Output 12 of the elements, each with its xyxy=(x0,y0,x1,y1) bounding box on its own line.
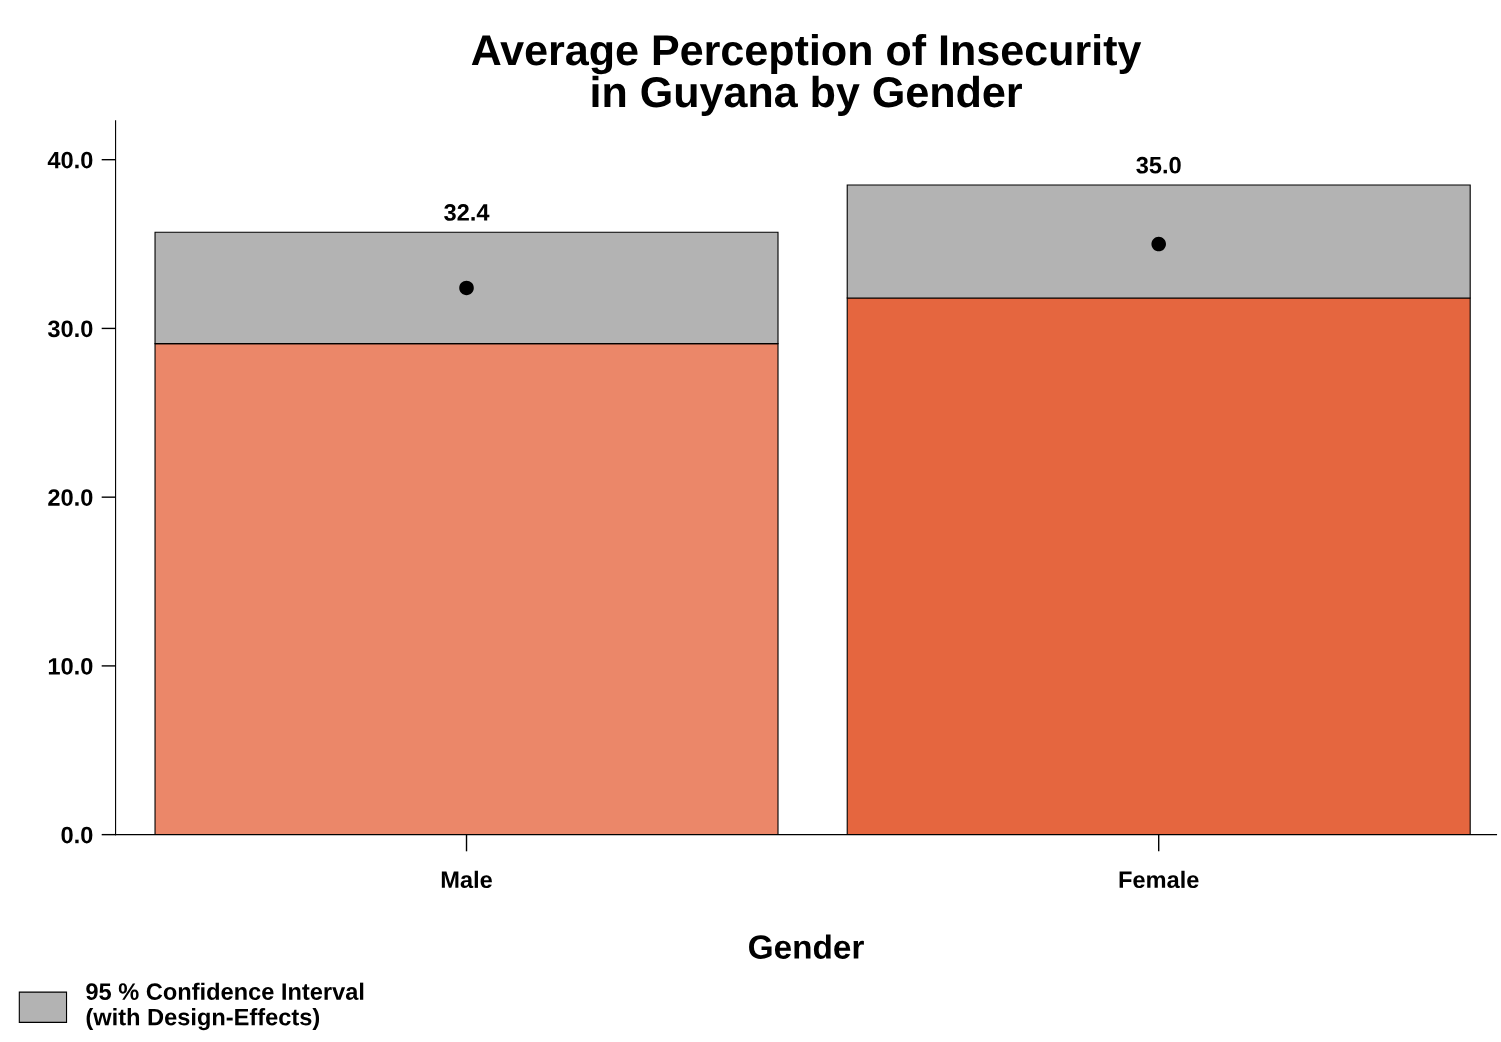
y-tick-label: 30.0 xyxy=(47,320,93,338)
data-label: 32.4 xyxy=(444,204,490,221)
y-tick-label: 0.0 xyxy=(61,826,93,844)
chart-title: Average Perception of Insecurity in Guyana by Gender xyxy=(471,33,1142,116)
y-tick-label: 10.0 xyxy=(48,657,93,675)
legend-label: 95 % Confidence Interval (with Design-Effects) xyxy=(86,982,364,1031)
x-axis-title: Gender xyxy=(749,934,864,959)
y-tick-label: 20.0 xyxy=(48,489,93,506)
x-tick-label: Male xyxy=(441,870,492,889)
y-tick-label: 40.0 xyxy=(47,151,93,169)
x-tick-label: Female xyxy=(1119,870,1199,889)
data-label: 35.0 xyxy=(1136,156,1181,174)
